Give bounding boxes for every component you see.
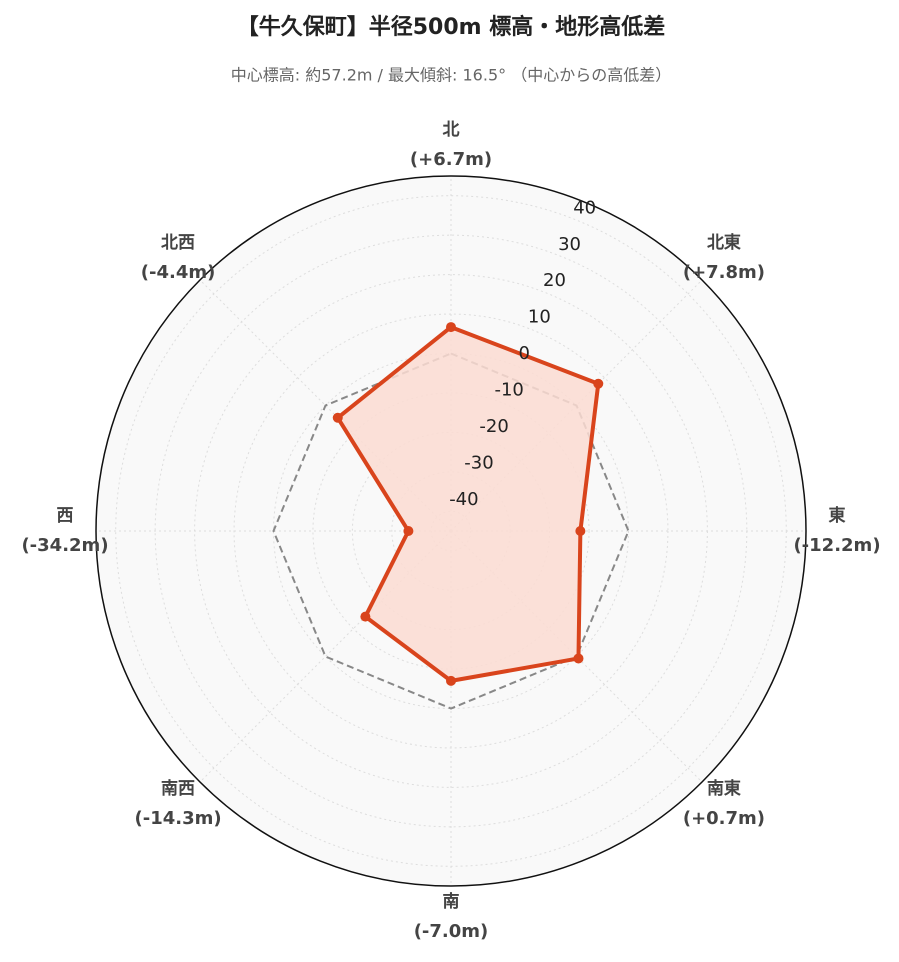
category-label: 南東 xyxy=(707,778,741,799)
radial-tick-label: -10 xyxy=(494,380,523,401)
reference-line xyxy=(272,352,630,710)
category-label: 東 xyxy=(829,505,846,526)
radial-tick-label: 20 xyxy=(543,270,566,291)
radial-tick-label: -30 xyxy=(464,452,493,473)
category-label: 北 xyxy=(443,120,460,140)
data-point xyxy=(575,526,586,536)
data-point xyxy=(332,412,343,423)
value-label: (+6.7m) xyxy=(410,149,492,170)
grid-circle xyxy=(154,234,748,828)
value-label: (-34.2m) xyxy=(21,535,108,556)
category-label: 南西 xyxy=(161,778,195,799)
radial-tick-label: -40 xyxy=(449,489,478,510)
data-point xyxy=(446,322,456,333)
grid-circle xyxy=(194,274,708,788)
data-point xyxy=(403,526,414,536)
category-label: 西 xyxy=(57,506,74,526)
value-label: (+7.8m) xyxy=(683,262,765,283)
value-label: (-7.0m) xyxy=(414,921,489,942)
grid-circle xyxy=(115,195,787,867)
category-label: 南 xyxy=(443,891,460,912)
grid-circle xyxy=(233,313,669,749)
category-label: 北西 xyxy=(161,233,195,253)
radial-tick-label: -20 xyxy=(479,416,508,437)
radial-tick-label: 40 xyxy=(573,197,596,218)
radial-tick-label: 30 xyxy=(558,234,581,255)
value-label: (-4.4m) xyxy=(141,262,216,283)
value-label: (+0.7m) xyxy=(683,808,765,829)
radial-tick-label: 10 xyxy=(528,307,551,328)
chart-title: 【牛久保町】半径500m 標高・地形高低差 xyxy=(237,14,666,40)
data-point xyxy=(360,611,371,622)
radial-tick-label: 0 xyxy=(519,343,530,364)
value-label: (-14.3m) xyxy=(135,808,222,829)
spoke xyxy=(450,530,703,783)
data-point xyxy=(573,653,584,664)
category-label: 北東 xyxy=(707,232,741,253)
data-point xyxy=(593,378,604,389)
chart-subtitle: 中心標高: 約57.2m / 最大傾斜: 16.5° （中心からの高低差） xyxy=(231,66,671,85)
value-label: (-12.2m) xyxy=(793,535,880,556)
data-point xyxy=(446,675,456,686)
